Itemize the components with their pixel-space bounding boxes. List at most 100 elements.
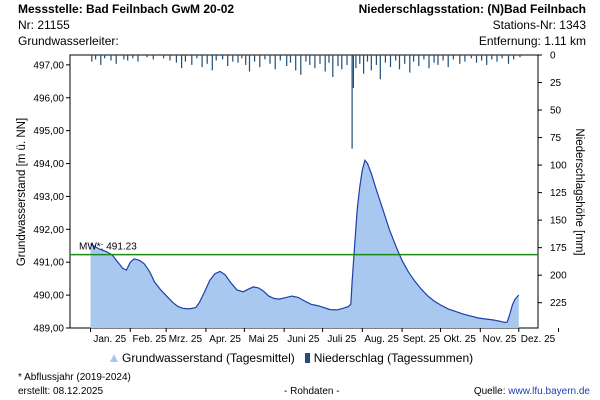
precip-bar xyxy=(418,55,420,66)
precip-bar xyxy=(245,55,247,65)
precip-bar xyxy=(259,55,261,68)
source: Quelle: www.lfu.bayern.de xyxy=(474,386,590,397)
precip-bar xyxy=(269,55,271,64)
legend: Grundwasserstand (Tagesmittel) Niedersch… xyxy=(110,351,473,365)
left-tick-label: 492,00 xyxy=(33,225,64,236)
precip-station-number: Stations-Nr: 1343 xyxy=(492,18,586,32)
precip-bar xyxy=(398,55,401,70)
source-prefix: Quelle: xyxy=(473,386,509,397)
precip-bar xyxy=(341,55,343,70)
precip-bar xyxy=(337,55,339,66)
right-tick-label: 100 xyxy=(550,161,567,172)
precip-bar xyxy=(132,55,134,59)
precip-bar xyxy=(115,55,117,64)
precip-bar xyxy=(211,55,213,71)
precip-bar xyxy=(351,55,353,149)
right-tick-label: 25 xyxy=(550,78,562,89)
x-tick-label: Nov. 25 xyxy=(483,334,517,345)
precip-bar xyxy=(501,55,503,59)
precip-distance: Entfernung: 1.11 km xyxy=(478,34,586,48)
precip-bar xyxy=(274,55,276,70)
left-tick-label: 489,00 xyxy=(33,324,64,335)
left-tick-label: 495,00 xyxy=(33,126,64,137)
precip-bar xyxy=(389,55,392,68)
precip-bar xyxy=(519,55,521,58)
precip-bar xyxy=(470,55,472,59)
y-axis-label-left: Grundwasserstand [m ü. NN] xyxy=(16,118,28,266)
precip-bar xyxy=(423,55,425,60)
raw-data-note: - Rohdaten - xyxy=(284,386,340,397)
precip-bar xyxy=(286,55,288,66)
precip-bar xyxy=(146,55,148,58)
right-tick-label: 175 xyxy=(550,243,567,254)
precip-bar xyxy=(486,55,488,65)
precip-bar xyxy=(319,55,321,64)
left-tick-label: 497,00 xyxy=(33,60,64,71)
precip-bar xyxy=(475,55,478,63)
precip-bar xyxy=(409,55,411,73)
precip-bar xyxy=(248,55,251,72)
precip-bar xyxy=(346,55,348,65)
left-tick-label: 496,00 xyxy=(33,93,64,104)
precip-bar xyxy=(232,55,234,62)
precip-bar xyxy=(328,55,330,63)
precip-bar xyxy=(363,55,365,74)
mean-line-label: MW*: 491.23 xyxy=(79,242,137,253)
precip-bar xyxy=(433,55,435,63)
x-tick-label: Juni 25 xyxy=(287,334,320,345)
precip-bar xyxy=(100,55,102,65)
right-tick-label: 75 xyxy=(550,133,562,144)
right-axis: 0 25 50 75 100 125 150 175 200 225 xyxy=(538,51,567,309)
precip-bar xyxy=(442,55,444,61)
precip-bar xyxy=(437,55,439,65)
x-tick-label: Mai 25 xyxy=(249,334,279,345)
precip-station-title: Niederschlagsstation: (N)Bad Feilnbach xyxy=(358,2,586,16)
x-tick-label: Jan. 25 xyxy=(93,334,126,345)
precip-bar xyxy=(222,55,224,60)
precip-bar xyxy=(384,55,386,63)
legend-groundwater-label: Grundwasserstand (Tagesmittel) xyxy=(122,351,295,365)
x-tick-label: Feb. 25 xyxy=(133,334,167,345)
precip-bar xyxy=(507,55,510,64)
x-tick-label: Sept. 25 xyxy=(403,334,441,345)
precip-bar xyxy=(496,55,498,62)
right-tick-label: 0 xyxy=(550,51,556,62)
precip-bar xyxy=(137,55,139,62)
x-tick-label: Aug. 25 xyxy=(364,334,399,345)
precip-bar xyxy=(309,55,311,65)
source-link[interactable]: www.lfu.bayern.de xyxy=(508,386,590,397)
left-tick-label: 491,00 xyxy=(33,258,64,269)
precip-bar xyxy=(481,55,483,61)
left-tick-label: 493,00 xyxy=(33,192,64,203)
x-axis: Jan. 25 Feb. 25 Mrz. 25 Apr. 25 Mai 25 Juni 2… xyxy=(90,328,560,345)
x-tick-label: Apr. 25 xyxy=(209,334,241,345)
precip-bar xyxy=(181,55,183,69)
precip-bar xyxy=(491,55,493,60)
left-tick-label: 494,00 xyxy=(33,159,64,170)
precip-bar xyxy=(324,55,326,72)
precip-bar xyxy=(95,55,97,60)
y-axis-label-right: Niederschlagshöhe [mm] xyxy=(573,128,585,255)
precip-bar xyxy=(447,55,449,68)
station-number: Nr: 21155 xyxy=(18,18,70,32)
precip-bar xyxy=(215,55,217,61)
precip-bar xyxy=(452,55,454,60)
precipitation-bars xyxy=(91,55,521,149)
precip-bar xyxy=(279,55,281,61)
precip-bar xyxy=(104,55,106,59)
precip-bar xyxy=(110,55,112,61)
precip-bar xyxy=(295,55,297,71)
left-tick-label: 490,00 xyxy=(33,291,64,302)
x-tick-label: Mrz. 25 xyxy=(169,334,203,345)
precip-bar xyxy=(375,55,377,65)
precip-bar xyxy=(413,55,415,62)
precip-bar xyxy=(175,55,177,63)
precip-bar xyxy=(91,55,93,62)
legend-precip-label: Niederschlag (Tagessummen) xyxy=(313,351,474,365)
precip-bar xyxy=(184,55,186,62)
x-tick-label: Okt. 25 xyxy=(444,334,477,345)
right-tick-label: 150 xyxy=(550,216,567,227)
aquifer-label: Grundwasserleiter: xyxy=(18,34,119,48)
precip-bar xyxy=(332,55,334,77)
